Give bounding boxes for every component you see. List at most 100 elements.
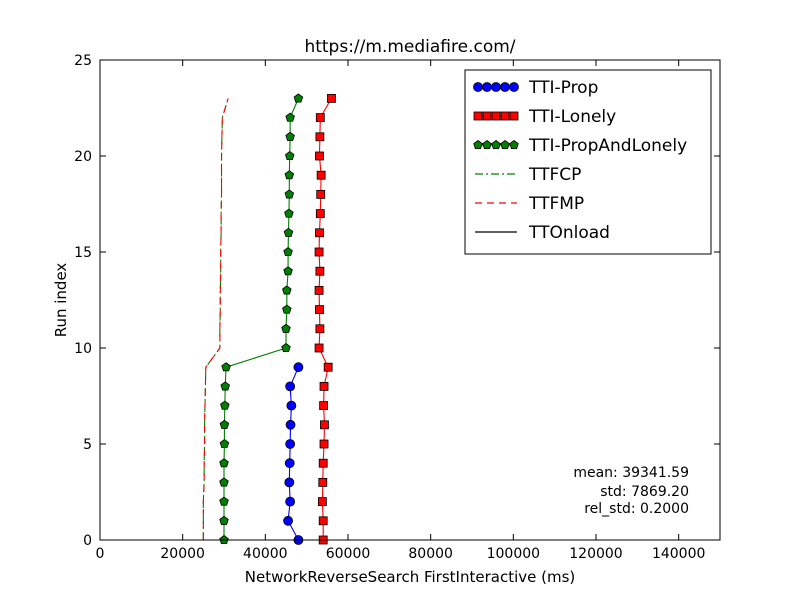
data-point — [315, 209, 325, 219]
legend-marker — [473, 111, 483, 121]
legend-marker — [491, 82, 501, 92]
legend-entry: TTFMP — [475, 194, 584, 214]
data-point — [220, 381, 230, 391]
x-axis-label: NetworkReverseSearch FirstInteractive (m… — [245, 568, 576, 586]
legend-label: TTOnload — [528, 223, 610, 243]
legend-marker — [509, 82, 519, 92]
data-point — [284, 151, 295, 161]
series-line — [287, 366, 299, 541]
data-point — [283, 266, 293, 276]
data-point — [283, 227, 294, 237]
data-point — [219, 496, 229, 506]
data-point — [281, 343, 291, 353]
data-point — [315, 228, 324, 238]
x-tick-label: 0 — [96, 546, 105, 562]
legend-label: TTI-Prop — [528, 78, 598, 98]
series-line — [223, 98, 299, 540]
legend-marker — [509, 140, 519, 150]
legend-marker — [500, 140, 510, 150]
data-point — [285, 419, 296, 430]
legend-entry: TTI-Prop — [473, 78, 598, 98]
data-point — [283, 515, 293, 526]
stats-annotation: mean: 39341.59 std: 7869.20 rel_std: 0.2… — [573, 465, 689, 517]
y-tick-label: 15 — [74, 245, 92, 261]
data-point — [219, 419, 230, 429]
series-line — [202, 98, 229, 540]
legend-label: TTI-PropAndLonely — [528, 136, 687, 156]
data-point — [285, 131, 295, 141]
series-tti-propandlonely — [219, 93, 304, 545]
data-point — [315, 305, 324, 315]
x-tick-label: 140000 — [652, 546, 705, 562]
data-point — [315, 266, 325, 276]
data-point — [318, 477, 328, 487]
data-point — [284, 458, 295, 469]
data-point — [285, 439, 296, 449]
data-point — [221, 362, 231, 372]
data-point — [286, 400, 297, 411]
x-tick-label: 40000 — [243, 546, 288, 562]
plot-frame — [99, 59, 721, 541]
data-point — [284, 477, 295, 488]
data-point — [219, 477, 229, 487]
legend-entry: TTFCP — [475, 165, 581, 185]
plot-area — [202, 93, 336, 545]
series-tti-lonely — [314, 94, 336, 545]
legend-marker — [500, 82, 510, 92]
series-line — [318, 98, 332, 540]
legend-marker — [509, 111, 519, 121]
data-point — [319, 381, 329, 391]
series-tti-prop — [283, 362, 304, 545]
data-point — [284, 189, 295, 199]
data-point — [315, 132, 325, 142]
x-tick-label: 60000 — [326, 546, 371, 562]
data-point — [282, 304, 292, 314]
data-point — [285, 496, 296, 507]
y-tick-label: 5 — [83, 437, 92, 453]
data-point — [314, 247, 324, 257]
data-point — [327, 94, 336, 103]
data-point — [323, 362, 333, 372]
legend-marker — [491, 111, 501, 121]
y-tick-label: 25 — [74, 53, 92, 69]
data-point — [285, 381, 296, 392]
data-point — [315, 151, 324, 161]
data-point — [318, 458, 328, 468]
data-point — [283, 247, 293, 257]
legend-marker — [482, 111, 492, 121]
y-tick-label: 10 — [74, 341, 92, 357]
data-point — [293, 362, 304, 373]
stats-rel-std: rel_std: 0.2000 — [584, 501, 689, 517]
x-tick-label: 120000 — [569, 546, 622, 562]
legend-marker — [482, 140, 492, 150]
y-tick-label: 0 — [83, 533, 92, 549]
y-tick-label: 20 — [74, 149, 92, 165]
data-point — [285, 112, 295, 122]
x-axis: 0 20000 40000 60000 80000 100000 120000 140000 — [96, 60, 705, 562]
data-point — [318, 516, 328, 526]
legend-box — [464, 69, 712, 255]
x-tick-label: 80000 — [408, 546, 453, 562]
data-point — [315, 324, 325, 334]
data-point — [319, 401, 329, 411]
data-point — [314, 285, 324, 295]
chart-title: https://m.mediafire.com/ — [304, 37, 515, 57]
legend-label: TTFCP — [528, 165, 581, 185]
data-point — [284, 208, 294, 218]
y-axis-label: Run index — [52, 263, 70, 338]
legend-entry: TTOnload — [475, 223, 610, 243]
series-ttfmp — [202, 98, 229, 540]
legend-entry: TTI-PropAndLonely — [473, 136, 687, 156]
data-point — [293, 93, 304, 103]
legend: TTI-Prop TTI-Lonely TTI-PropAndLonely TTFCP… — [464, 69, 712, 255]
legend-marker — [491, 140, 501, 150]
data-point — [316, 189, 326, 199]
data-point — [220, 400, 230, 410]
data-point — [219, 439, 230, 449]
x-tick-label: 100000 — [487, 546, 540, 562]
legend-entry: TTI-Lonely — [473, 107, 616, 127]
legend-marker — [482, 82, 492, 92]
data-point — [284, 170, 295, 180]
legend-label: TTFMP — [528, 194, 584, 214]
data-point — [316, 170, 326, 180]
